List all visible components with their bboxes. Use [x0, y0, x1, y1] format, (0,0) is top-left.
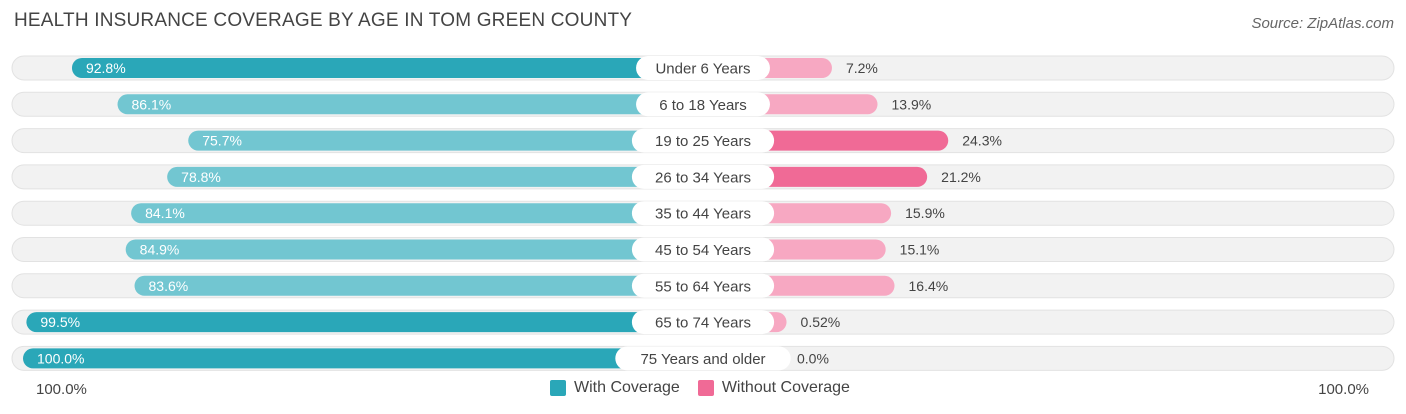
- bar-with-coverage: [23, 348, 703, 369]
- bar-with-coverage: [188, 130, 704, 151]
- value-label-with-coverage: 86.1%: [132, 96, 172, 112]
- value-label-with-coverage: 92.8%: [86, 60, 126, 76]
- chart-title: HEALTH INSURANCE COVERAGE BY AGE IN TOM …: [14, 10, 633, 31]
- legend-label-with-coverage: With Coverage: [574, 379, 680, 396]
- bar-with-coverage: [131, 203, 703, 224]
- category-pill: [631, 237, 775, 262]
- category-pill: [631, 128, 775, 153]
- value-label-with-coverage: 78.8%: [181, 169, 221, 185]
- category-label: 45 to 54 Years: [655, 242, 751, 259]
- category-pill: [615, 346, 791, 371]
- value-label-with-coverage: 75.7%: [202, 133, 242, 149]
- category-label: 55 to 64 Years: [655, 278, 751, 295]
- category-label: 75 Years and older: [640, 351, 765, 368]
- value-label-with-coverage: 84.9%: [140, 242, 180, 258]
- category-pill: [631, 164, 775, 189]
- legend-label-without-coverage: Without Coverage: [721, 379, 850, 396]
- legend-swatch-without-coverage: [697, 380, 714, 396]
- category-pill: [631, 273, 775, 298]
- bar-with-coverage: [167, 166, 703, 187]
- category-label: 65 to 74 Years: [655, 315, 751, 332]
- category-pill: [631, 310, 775, 335]
- category-label: Under 6 Years: [655, 61, 750, 78]
- legend-swatch-with-coverage: [550, 380, 566, 396]
- value-label-without-coverage: 21.2%: [941, 169, 981, 185]
- category-pill: [636, 92, 770, 117]
- category-pill: [631, 201, 775, 226]
- bar-with-coverage: [71, 58, 703, 78]
- chart-canvas: 92.8% 7.2% Under 6 Years 86.1% 13.9% 6 to 18 …: [11, 55, 1395, 371]
- value-label-without-coverage: 7.2%: [846, 60, 878, 76]
- bar-with-coverage: [117, 94, 703, 115]
- category-label: 26 to 34 Years: [655, 169, 751, 186]
- value-label-without-coverage: 15.9%: [905, 205, 945, 221]
- axis-right-label: 100.0%: [1318, 381, 1369, 398]
- value-label-without-coverage: 16.4%: [909, 278, 949, 294]
- source-label: Source: ZipAtlas.com: [1251, 15, 1394, 32]
- category-label: 19 to 25 Years: [655, 133, 751, 150]
- bar-with-coverage: [125, 239, 704, 260]
- legend-item-without-coverage[interactable]: Without Coverage: [697, 379, 850, 397]
- legend: With Coverage Without Coverage: [550, 379, 868, 397]
- value-label-with-coverage: 99.5%: [40, 314, 80, 330]
- category-label: 35 to 44 Years: [655, 206, 751, 223]
- value-label-with-coverage: 100.0%: [37, 350, 84, 366]
- category-label: 6 to 18 Years: [659, 97, 747, 114]
- value-label-without-coverage: 15.1%: [900, 242, 940, 258]
- value-label-without-coverage: 13.9%: [892, 96, 932, 112]
- axis-left-label: 100.0%: [36, 381, 87, 398]
- bar-with-coverage: [134, 275, 703, 296]
- value-label-with-coverage: 83.6%: [149, 278, 189, 294]
- category-pill: [636, 56, 770, 80]
- bar-with-coverage: [26, 312, 703, 333]
- value-label-without-coverage: 24.3%: [962, 133, 1002, 149]
- value-label-without-coverage: 0.52%: [801, 314, 841, 330]
- legend-item-with-coverage[interactable]: With Coverage: [550, 379, 680, 397]
- value-label-without-coverage: 0.0%: [797, 350, 829, 366]
- value-label-with-coverage: 84.1%: [145, 205, 185, 221]
